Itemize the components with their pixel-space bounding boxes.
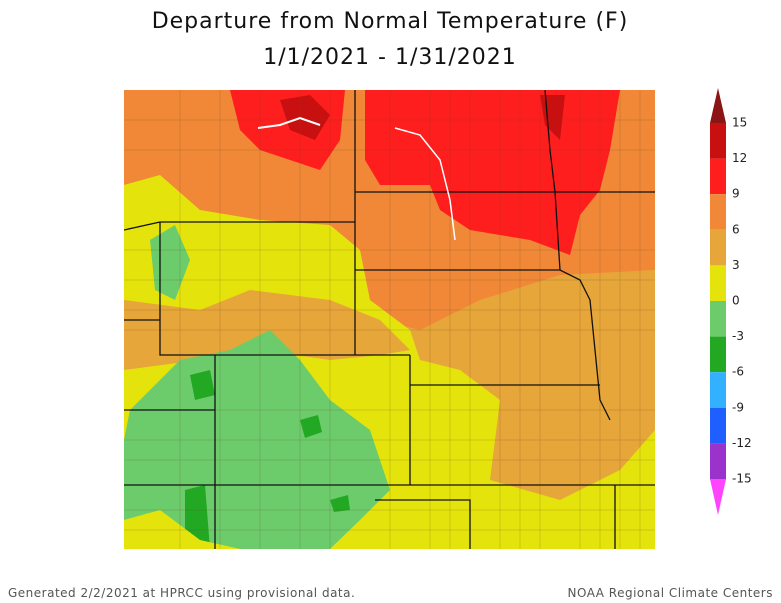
colorbar-label: 15 <box>732 116 747 130</box>
colorbar-label: 3 <box>732 258 740 272</box>
colorbar-segment <box>710 194 726 230</box>
colorbar-segment <box>710 336 726 373</box>
region-darkred <box>280 95 330 140</box>
river <box>257 116 321 129</box>
title: Departure from Normal Temperature (F) <box>152 9 629 34</box>
colorbar-segment <box>710 158 726 195</box>
colorbar-label: -12 <box>732 436 752 450</box>
colorbar-label: -6 <box>732 365 744 379</box>
colorbar-segment <box>710 372 726 408</box>
colorbar-segment <box>710 265 726 301</box>
region-green <box>190 370 215 400</box>
colorbar-segment <box>710 123 726 159</box>
subtitle: 1/1/2021 - 1/31/2021 <box>263 45 517 70</box>
colorbar-segment <box>710 407 726 444</box>
footer-left: Generated 2/2/2021 at HPRCC using provis… <box>8 586 355 600</box>
colorbar-label: 6 <box>732 222 740 236</box>
county-grid <box>124 90 655 549</box>
region-green <box>300 415 322 438</box>
colorbar-label: 12 <box>732 151 747 165</box>
state-borders <box>124 90 655 549</box>
colorbar-label: 0 <box>732 294 740 308</box>
colorbar-segment <box>710 301 726 337</box>
map <box>124 90 655 549</box>
colorbar-label: -15 <box>732 472 752 486</box>
colorbar-label: -9 <box>732 400 744 414</box>
region-green <box>330 495 350 512</box>
colorbar-cap <box>710 479 726 515</box>
colorbar-label: -3 <box>732 329 744 343</box>
river <box>394 127 456 241</box>
region-yellow <box>124 510 240 549</box>
region-green <box>185 485 210 549</box>
colorbar-segment <box>710 443 726 479</box>
colorbar-cap <box>710 88 726 123</box>
colorbar: 15 12 9 6 3 0 -3 -6 -9 -12 -15 <box>710 88 752 515</box>
colorbar-segment <box>710 229 726 266</box>
colorbar-label: 9 <box>732 187 740 201</box>
footer-right: NOAA Regional Climate Centers <box>568 586 774 600</box>
